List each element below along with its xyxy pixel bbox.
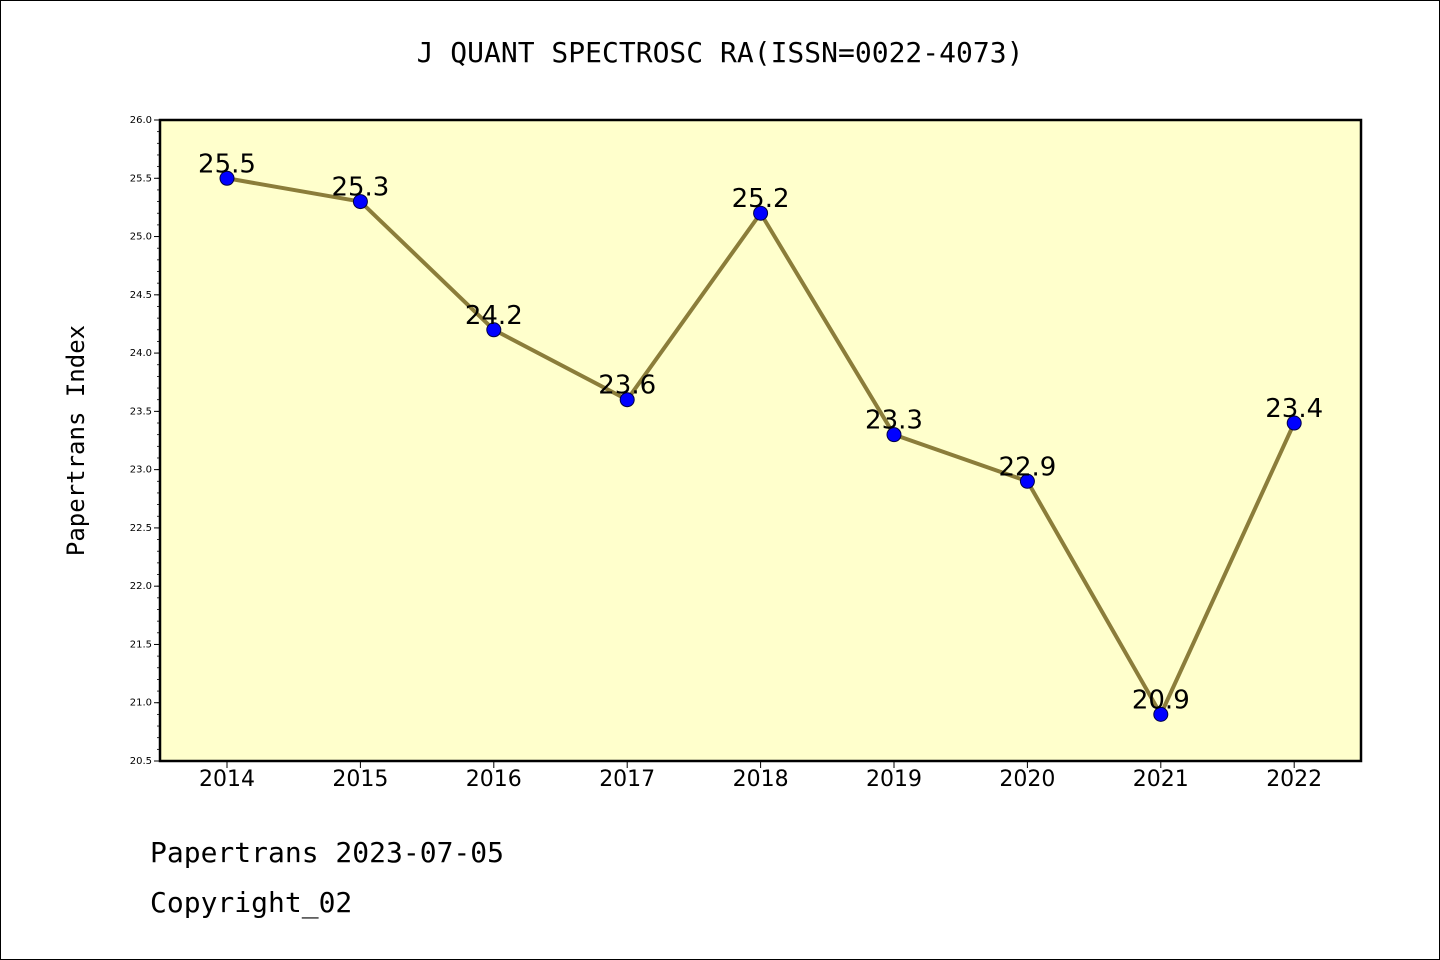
x-tick-label: 2021 — [1133, 767, 1189, 792]
x-tick-label: 2020 — [999, 767, 1055, 792]
footer-copyright: Copyright_02 — [150, 886, 353, 919]
data-point — [219, 170, 235, 186]
chart-title: J QUANT SPECTROSC RA(ISSN=0022-4073) — [416, 36, 1024, 69]
y-tick-label: 24.5 — [130, 290, 152, 301]
data-label: 23.6 — [598, 371, 656, 401]
data-point — [886, 427, 902, 443]
y-tick-label: 25.0 — [130, 232, 152, 243]
data-point — [619, 392, 635, 408]
data-point — [352, 194, 368, 210]
plot-area — [158, 118, 1363, 763]
data-label: 24.2 — [465, 301, 523, 331]
x-tick-label: 2014 — [199, 767, 255, 792]
data-label: 20.9 — [1132, 685, 1190, 715]
y-tick-label: 26.0 — [130, 115, 152, 126]
data-labels: 25.5 25.3 24.2 23.6 25.2 23.3 22.9 20.9 23.4 — [198, 149, 1323, 715]
data-label: 22.9 — [998, 452, 1056, 482]
data-point — [1019, 473, 1035, 489]
y-tick-label: 22.0 — [130, 581, 152, 592]
x-tick-label: 2015 — [332, 767, 388, 792]
x-tick-label: 2018 — [733, 767, 789, 792]
footer-date: Papertrans 2023-07-05 — [150, 836, 505, 869]
x-tick-label: 2019 — [866, 767, 922, 792]
x-tick-label: 2016 — [466, 767, 522, 792]
y-tick-label: 20.5 — [130, 756, 152, 767]
x-tick-label: 2022 — [1266, 767, 1322, 792]
data-point — [486, 322, 502, 338]
data-label: 23.3 — [865, 406, 923, 436]
y-tick-label: 25.5 — [130, 173, 152, 184]
y-tick-label: 21.0 — [130, 698, 152, 709]
data-label: 25.3 — [331, 173, 389, 203]
data-label: 25.5 — [198, 149, 256, 179]
x-axis: 2014 2015 2016 2017 2018 2019 2020 2021 2022 — [199, 761, 1322, 792]
y-tick-label: 22.5 — [130, 523, 152, 534]
data-point — [753, 205, 769, 221]
data-point — [1153, 706, 1169, 722]
data-label: 25.2 — [732, 184, 790, 214]
data-point — [1286, 415, 1302, 431]
y-tick-label: 23.0 — [130, 465, 152, 476]
y-tick-label: 21.5 — [130, 639, 152, 650]
data-label: 23.4 — [1265, 394, 1323, 424]
y-tick-label: 23.5 — [130, 406, 152, 417]
y-tick-label: 24.0 — [130, 348, 152, 359]
x-tick-label: 2017 — [599, 767, 655, 792]
series-group — [219, 170, 1302, 722]
y-axis: 20.5 21.0 21.5 22.0 22.5 23.0 23.5 24.0 24.5 25.0… — [130, 115, 160, 767]
y-axis-label: Papertrans Index — [62, 325, 90, 556]
